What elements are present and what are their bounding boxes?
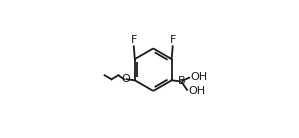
Text: F: F xyxy=(131,35,137,45)
Text: OH: OH xyxy=(188,86,205,96)
Text: O: O xyxy=(121,74,130,84)
Text: B: B xyxy=(177,76,185,86)
Text: OH: OH xyxy=(190,72,208,82)
Text: F: F xyxy=(170,35,176,45)
